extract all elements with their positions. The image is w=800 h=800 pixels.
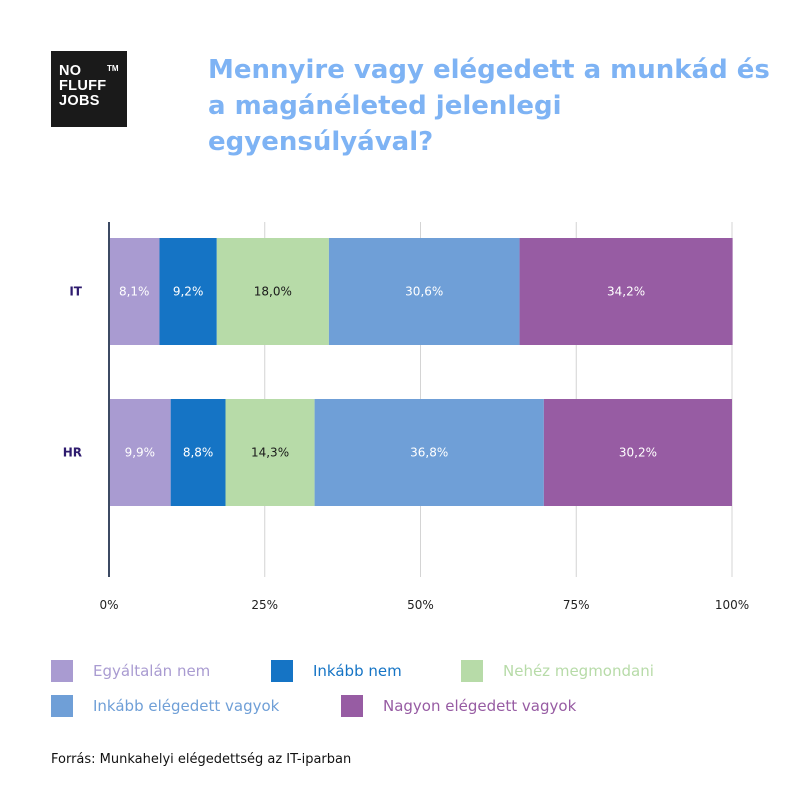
bar-segment [314,399,544,506]
bar-segment [170,399,226,506]
data-label: 30,6% [405,285,443,299]
legend-item-inkabb-nem: Inkább nem [271,660,402,682]
legend-label: Egyáltalán nem [93,662,211,680]
legend-swatch [51,695,73,717]
category-label: IT [69,285,82,299]
legend-label: Nagyon elégedett vagyok [383,697,577,715]
x-tick-label: 50% [407,598,434,612]
logo-line-3: JOBS [59,93,100,109]
data-label: 9,9% [125,446,156,460]
legend-label: Inkább elégedett vagyok [93,697,280,715]
data-label: 18,0% [254,285,292,299]
bar-segment [109,399,171,506]
data-label: 36,8% [410,446,448,460]
legend-swatch [341,695,363,717]
x-tick-label: 25% [251,598,278,612]
legend-item-inkabb-elegedett: Inkább elégedett vagyok [51,695,279,717]
chart-title: Mennyire vagy elégedett a munkád és a ma… [208,55,770,157]
legend-swatch [461,660,483,682]
bar-segment [225,399,315,506]
logo-trademark: TM [107,64,119,73]
bar-segment [519,238,733,345]
data-label: 34,2% [607,285,645,299]
bar-segment [159,238,217,345]
logo-line-1: NO [59,63,82,79]
data-label: 8,1% [119,285,150,299]
legend-item-nehez-megmondani: Nehéz megmondani [461,660,654,682]
bar-segment [216,238,329,345]
x-tick-label: 75% [563,598,590,612]
legend-swatch [271,660,293,682]
bar-segment [328,238,520,345]
logo: NO FLUFF JOBS TM [51,51,127,127]
legend-item-nagyon-elegedett: Nagyon elégedett vagyok [341,695,576,717]
x-tick-label: 0% [99,598,118,612]
bar-segment [543,399,732,506]
legend-swatch [51,660,73,682]
data-label: 8,8% [183,446,214,460]
category-label: HR [63,446,82,460]
logo-line-2: FLUFF [59,78,107,94]
bar-segment [109,238,160,345]
data-label: 9,2% [173,285,204,299]
source-note: Forrás: Munkahelyi elégedettség az IT-ip… [51,752,352,767]
stacked-bar-chart: 0% 25% 50% 75% 100% 8,1% 9,2% 18,0% 30,6% 34,2% IT… [63,222,749,612]
legend-item-egyaltalan-nem: Egyáltalán nem [51,660,210,682]
data-label: 14,3% [251,446,289,460]
legend-label: Inkább nem [313,662,402,680]
data-label: 30,2% [619,446,657,460]
x-tick-label: 100% [715,598,749,612]
legend-label: Nehéz megmondani [503,662,654,680]
